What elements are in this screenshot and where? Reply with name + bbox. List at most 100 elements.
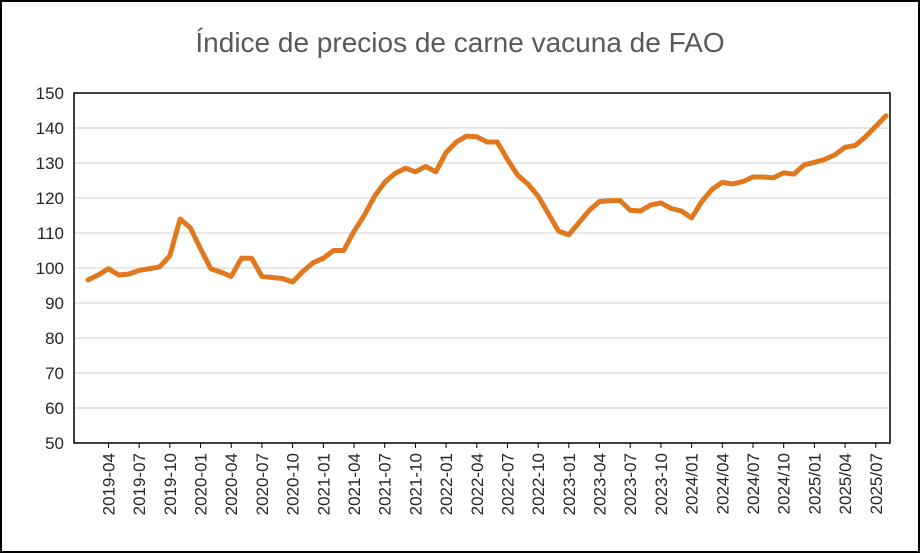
data-point <box>618 198 623 203</box>
data-point <box>546 211 551 216</box>
x-tick-label: 2021-07 <box>376 453 395 515</box>
data-point <box>208 266 213 271</box>
y-tick-label: 120 <box>36 189 64 208</box>
data-point <box>126 272 131 277</box>
data-point <box>198 246 203 251</box>
data-point <box>96 273 101 278</box>
data-point <box>413 169 418 174</box>
x-tick-label: 2022-10 <box>529 453 548 515</box>
data-point <box>433 169 438 174</box>
data-point <box>188 225 193 230</box>
x-tick-label: 2019-10 <box>161 453 180 515</box>
x-tick-label: 2019-07 <box>130 453 149 515</box>
x-tick-label: 2021-10 <box>406 453 425 515</box>
series-layer <box>85 113 889 285</box>
data-point <box>679 209 684 214</box>
x-tick-label: 2025/01 <box>805 453 824 514</box>
data-point <box>454 140 459 145</box>
data-point <box>740 179 745 184</box>
data-point <box>802 162 807 167</box>
data-point <box>638 209 643 214</box>
data-point <box>352 229 357 234</box>
gridlines <box>74 127 890 409</box>
data-point <box>863 134 868 139</box>
x-axis-tick-labels: 2019-04 2019-07 2019-10 2020-01 2020-04 2020-… <box>99 453 885 515</box>
y-tick-label: 90 <box>45 294 64 313</box>
x-tick-label: 2020-04 <box>222 453 241 515</box>
y-tick-label: 60 <box>45 399 64 418</box>
data-point <box>290 280 295 285</box>
data-point <box>311 260 316 265</box>
data-point <box>239 256 244 261</box>
data-point <box>116 273 121 278</box>
data-point <box>536 194 541 199</box>
data-point <box>577 220 582 225</box>
data-point <box>720 180 725 185</box>
data-point <box>403 166 408 171</box>
y-tick-label: 140 <box>36 119 64 138</box>
data-point <box>474 134 479 139</box>
data-point <box>730 182 735 187</box>
data-point <box>485 140 490 145</box>
data-point <box>86 277 91 282</box>
data-point <box>495 140 500 145</box>
data-point <box>566 232 571 237</box>
data-point <box>822 157 827 162</box>
data-point <box>791 172 796 177</box>
data-point <box>178 217 183 222</box>
x-tick-label: 2022-07 <box>498 453 517 515</box>
data-point <box>464 134 469 139</box>
data-point <box>147 266 152 271</box>
y-tick-label: 150 <box>36 84 64 103</box>
y-tick-label: 70 <box>45 364 64 383</box>
data-point <box>270 275 275 280</box>
data-point <box>219 270 224 275</box>
data-point <box>648 203 653 208</box>
data-point <box>515 173 520 178</box>
data-point <box>300 269 305 274</box>
y-axis-tick-labels: 50 60 70 80 90 100 110 120 130 140 150 <box>36 84 64 453</box>
y-tick-label: 100 <box>36 259 64 278</box>
x-tick-label: 2024/01 <box>683 453 702 514</box>
x-tick-label: 2019-04 <box>99 453 118 515</box>
data-point <box>812 160 817 165</box>
chart-title: Índice de precios de carne vacuna de FAO <box>195 27 724 58</box>
data-point <box>423 164 428 169</box>
data-point <box>556 229 561 234</box>
data-point <box>137 268 142 273</box>
data-point <box>761 175 766 180</box>
data-point <box>341 248 346 253</box>
series-line <box>85 113 889 285</box>
data-point <box>280 276 285 281</box>
x-tick-label: 2025/07 <box>867 453 886 514</box>
data-point <box>781 170 786 175</box>
data-point <box>607 198 612 203</box>
data-point <box>259 274 264 279</box>
data-point <box>229 274 234 279</box>
data-point <box>362 213 367 218</box>
x-tick-label: 2024/04 <box>713 453 732 514</box>
x-tick-label: 2022-01 <box>437 453 456 515</box>
data-point <box>505 157 510 162</box>
x-tick-label: 2023-04 <box>591 453 610 515</box>
data-point <box>372 194 377 199</box>
x-tick-label: 2024/10 <box>775 453 794 514</box>
y-tick-label: 110 <box>37 224 64 243</box>
data-point <box>444 150 449 155</box>
plot-area-border <box>73 92 891 444</box>
data-point <box>853 143 858 148</box>
y-tick-label: 80 <box>45 329 64 348</box>
x-tick-label: 2023-07 <box>621 453 640 515</box>
x-tick-label: 2021-04 <box>345 453 364 515</box>
data-point <box>392 171 397 176</box>
data-point <box>167 253 172 258</box>
x-tick-label: 2023-01 <box>560 453 579 515</box>
data-point <box>873 124 878 129</box>
x-tick-label: 2023-10 <box>652 453 671 515</box>
data-point <box>597 199 602 204</box>
data-point <box>751 175 756 180</box>
y-tick-label: 50 <box>45 434 64 453</box>
x-tick-label: 2022-04 <box>468 453 487 515</box>
